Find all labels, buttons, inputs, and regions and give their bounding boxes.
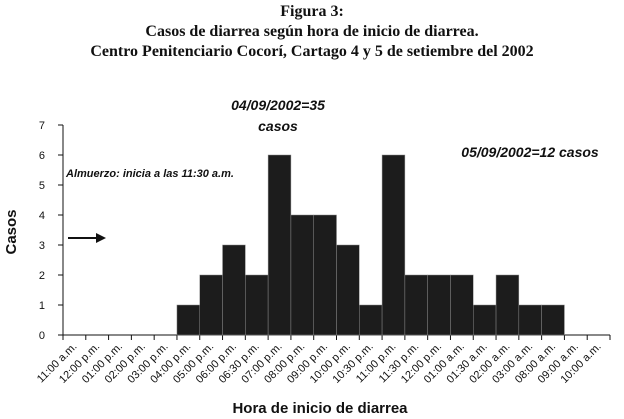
- y-tick-label: 6: [39, 150, 45, 162]
- bar: [199, 274, 223, 336]
- bar: [473, 304, 497, 336]
- annotation: 04/09/2002=35: [231, 97, 325, 113]
- y-tick-label: 3: [39, 240, 45, 252]
- y-tick-label: 4: [39, 210, 45, 222]
- y-tick-label: 5: [39, 180, 45, 192]
- bar: [404, 274, 428, 336]
- bar: [245, 274, 269, 336]
- bar: [359, 304, 383, 336]
- bar: [450, 274, 474, 336]
- bar: [290, 214, 314, 336]
- y-tick-label: 0: [39, 330, 45, 342]
- x-axis-label: Hora de inicio de diarrea: [232, 400, 408, 417]
- bar: [267, 154, 292, 336]
- y-tick-label: 7: [39, 120, 45, 132]
- annotation: 05/09/2002=12 casos: [461, 144, 599, 160]
- annotation: Almuerzo: inicia a las 11:30 a.m.: [65, 168, 234, 180]
- chart-title: Casos de diarrea según hora de inicio de…: [145, 23, 478, 40]
- bar: [495, 274, 520, 336]
- y-axis-label: Casos: [3, 209, 20, 254]
- chart-title: Figura 3:: [280, 3, 344, 20]
- y-tick-label: 2: [39, 270, 45, 282]
- y-tick-label: 1: [39, 300, 45, 312]
- bar: [176, 304, 200, 336]
- annotation: casos: [258, 118, 298, 134]
- bar: [313, 214, 337, 336]
- arrow: [68, 233, 106, 243]
- bar: [222, 244, 246, 336]
- bar: [518, 304, 542, 336]
- bar: [427, 274, 451, 336]
- chart-title: Centro Penitenciario Cocorí, Cartago 4 y…: [90, 43, 533, 60]
- bar: [381, 154, 406, 336]
- bar: [336, 244, 360, 336]
- bar: [541, 304, 565, 336]
